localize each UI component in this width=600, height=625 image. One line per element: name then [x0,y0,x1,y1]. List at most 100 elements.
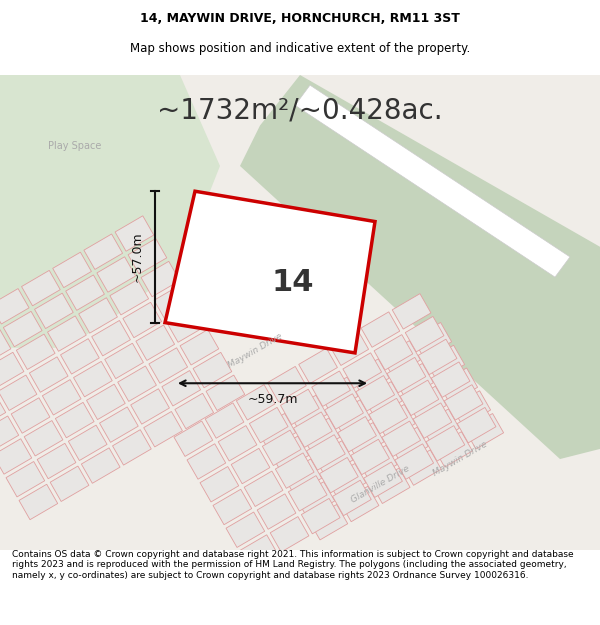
Polygon shape [187,444,226,479]
Polygon shape [325,394,364,429]
Polygon shape [162,371,200,406]
Polygon shape [295,85,570,277]
Polygon shape [452,391,491,426]
Polygon shape [301,418,340,453]
Polygon shape [289,476,327,511]
Polygon shape [206,375,245,411]
Polygon shape [301,498,340,534]
Polygon shape [312,371,350,406]
Polygon shape [205,403,244,438]
Polygon shape [35,293,73,329]
Polygon shape [66,275,104,311]
Polygon shape [431,362,470,398]
Polygon shape [244,471,283,506]
Polygon shape [218,426,257,461]
Polygon shape [0,416,19,451]
Polygon shape [299,348,337,384]
Polygon shape [53,253,91,288]
Polygon shape [0,352,24,388]
Polygon shape [356,376,395,411]
Polygon shape [231,448,270,484]
Polygon shape [84,234,122,269]
Polygon shape [343,352,382,388]
Polygon shape [296,482,335,517]
Polygon shape [4,311,42,347]
Polygon shape [24,421,63,456]
Polygon shape [293,412,332,447]
Polygon shape [369,398,407,434]
Polygon shape [200,466,239,502]
Text: 14: 14 [271,268,314,297]
Polygon shape [43,379,81,415]
Polygon shape [314,441,353,476]
Polygon shape [6,461,45,497]
Polygon shape [340,486,379,522]
Text: Maywin Drive: Maywin Drive [226,332,284,370]
Polygon shape [240,75,600,459]
Text: ~1732m²/~0.428ac.: ~1732m²/~0.428ac. [157,96,443,124]
Polygon shape [110,279,149,315]
Polygon shape [97,257,136,292]
Text: ~57.0m: ~57.0m [131,232,143,282]
Polygon shape [92,321,130,356]
Polygon shape [405,316,444,352]
Polygon shape [281,389,319,424]
Polygon shape [0,75,600,550]
Polygon shape [400,380,439,416]
Polygon shape [226,512,265,548]
Polygon shape [350,359,389,394]
Polygon shape [86,384,125,419]
Polygon shape [377,404,415,440]
Polygon shape [395,444,434,479]
Text: Contains OS data © Crown copyright and database right 2021. This information is : Contains OS data © Crown copyright and d… [12,550,574,580]
Polygon shape [413,322,452,358]
Polygon shape [288,395,327,431]
Polygon shape [262,430,301,466]
Polygon shape [418,339,457,374]
Polygon shape [128,239,167,274]
Polygon shape [283,459,322,494]
Text: Glanville Drive: Glanville Drive [349,464,411,505]
Polygon shape [307,435,345,470]
Polygon shape [257,494,296,529]
Polygon shape [270,436,309,472]
Polygon shape [0,75,220,348]
Polygon shape [37,443,76,479]
Polygon shape [115,216,154,251]
Polygon shape [382,421,421,456]
Polygon shape [361,312,400,348]
Polygon shape [16,334,55,369]
Polygon shape [167,307,206,342]
Polygon shape [22,271,60,306]
Polygon shape [68,425,107,461]
Polygon shape [193,352,232,388]
Polygon shape [175,393,214,429]
Polygon shape [239,535,278,570]
Polygon shape [332,400,371,435]
Polygon shape [408,386,446,422]
Polygon shape [327,464,366,499]
Polygon shape [270,517,309,552]
Polygon shape [113,429,151,465]
Polygon shape [82,448,120,483]
Polygon shape [29,357,68,392]
Polygon shape [50,466,89,501]
Polygon shape [0,329,11,365]
Polygon shape [118,366,157,401]
Polygon shape [434,432,472,467]
Polygon shape [275,453,314,488]
Polygon shape [465,414,503,449]
Polygon shape [19,484,58,519]
Polygon shape [100,407,138,442]
Polygon shape [309,504,348,540]
Polygon shape [395,363,433,399]
Polygon shape [136,325,175,361]
Polygon shape [392,294,431,329]
Polygon shape [413,403,452,438]
Polygon shape [351,439,389,475]
Polygon shape [74,361,112,397]
Polygon shape [371,468,410,504]
Polygon shape [338,416,376,452]
Polygon shape [387,357,426,392]
Polygon shape [457,408,496,443]
